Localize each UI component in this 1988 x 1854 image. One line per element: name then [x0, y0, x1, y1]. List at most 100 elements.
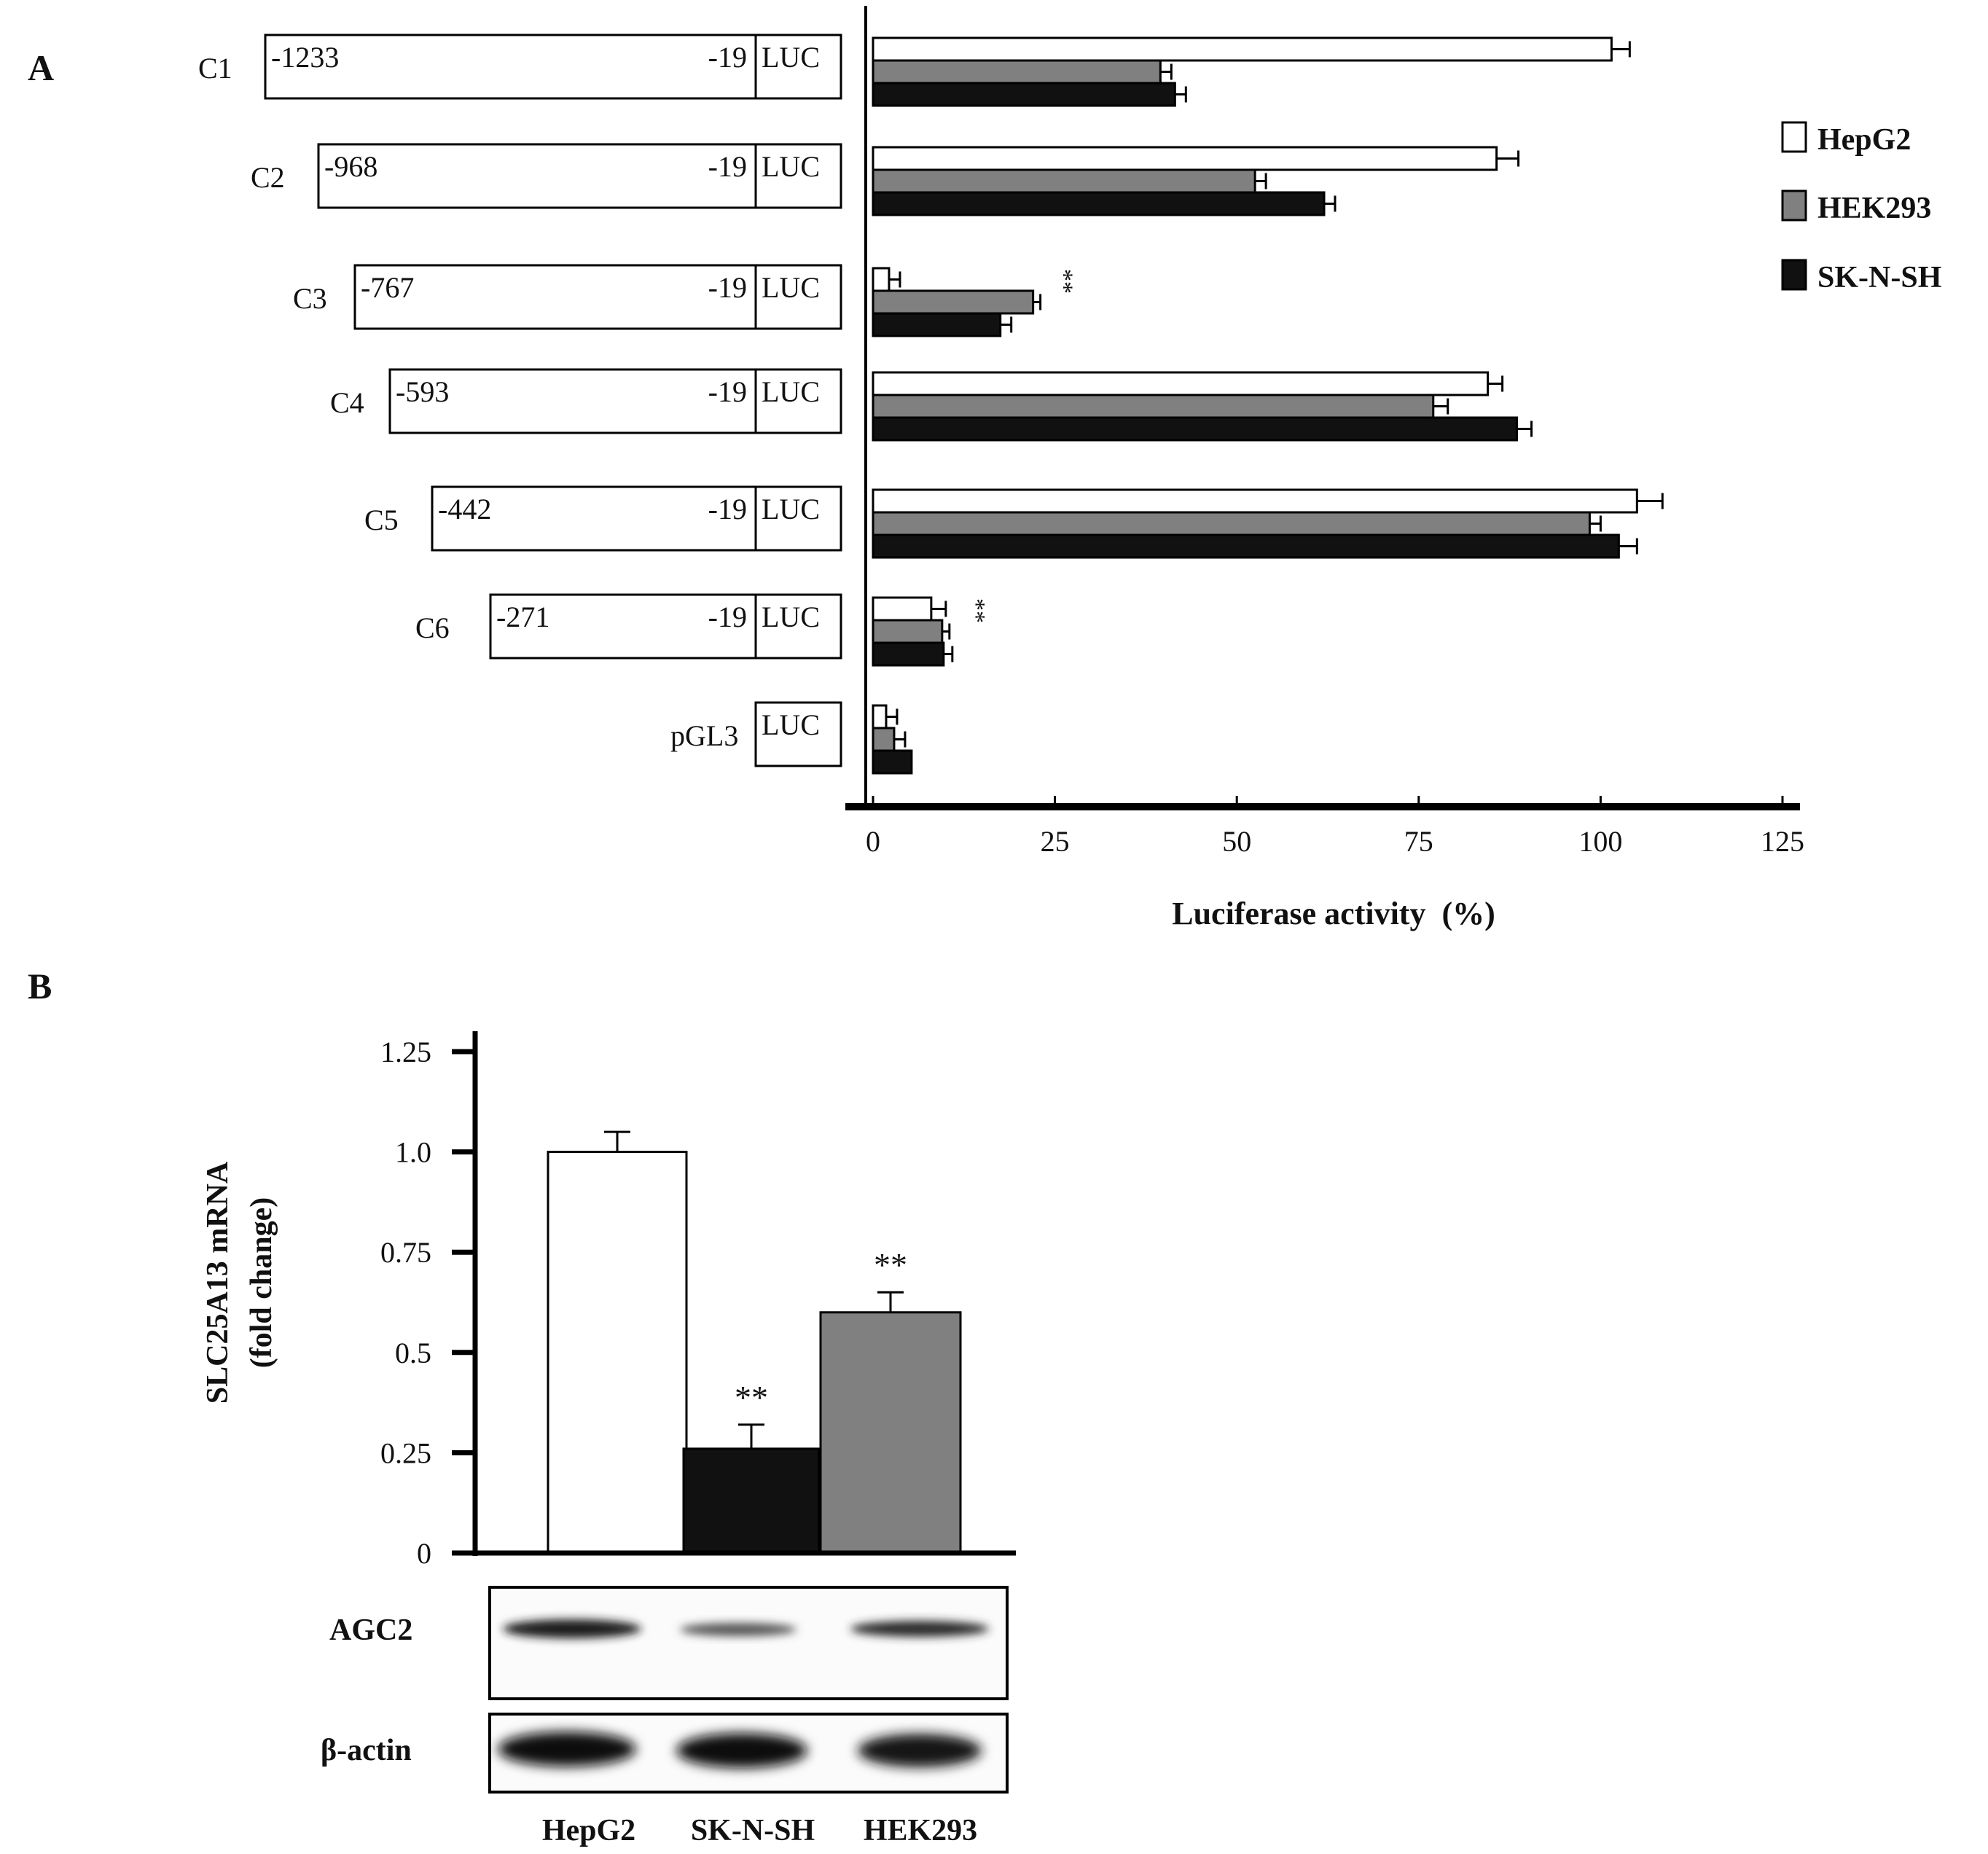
construct-start: -442	[438, 493, 491, 525]
construct-start: -767	[361, 271, 414, 304]
bar-c6-sk-n-sh	[872, 641, 945, 667]
legend-swatch-hek293	[1781, 189, 1807, 222]
bar-pgl3-hek293	[872, 727, 896, 752]
construct-start: -968	[324, 150, 377, 183]
x-tick-label: 75	[1404, 825, 1433, 858]
blot-label-agc2: AGC2	[329, 1614, 412, 1647]
luc-label: LUC	[762, 41, 820, 74]
construct-label: C4	[330, 386, 364, 419]
panel-b-label: B	[28, 966, 52, 1006]
significance-mark-hek293: **	[874, 1246, 907, 1283]
bar-c2-hepg2	[872, 146, 1498, 171]
bar-c6-hek293	[872, 619, 944, 644]
construct-label: pGL3	[670, 719, 738, 752]
x-tick-label: 100	[1578, 825, 1622, 858]
bar-c2-hek293	[872, 168, 1256, 194]
panel-a-label: A	[28, 47, 54, 88]
construct-end: -19	[708, 271, 747, 304]
luc-label: LUC	[762, 708, 820, 741]
legend-label-hepg2: HepG2	[1817, 123, 1911, 157]
x-axis-title: Luciferase activity (%)	[1172, 896, 1495, 931]
legend-label-hek293: HEK293	[1817, 192, 1931, 225]
bar-c4-hek293	[872, 394, 1435, 419]
bar-pgl3-sk-n-sh	[872, 749, 913, 775]
construct-end: -19	[708, 601, 747, 633]
construct-label: C1	[198, 52, 232, 85]
bar-pgl3-hepg2	[872, 704, 888, 730]
y-axis-title-line2: (fold change)	[245, 1197, 278, 1369]
y-tick-label: 0	[417, 1537, 431, 1570]
mrna-bars: ** **	[547, 1130, 962, 1554]
construct-start: -271	[496, 601, 549, 633]
blot-lane-hek293: HEK293	[864, 1814, 977, 1847]
y-axis-title-line1: SLC25A13 mRNA	[201, 1161, 235, 1404]
luciferase-x-axis: 0 25 50 75 100 125	[845, 6, 1804, 858]
panel-a-luciferase-chart: C1 LUC -1233 -19 C2 LUC -968 -19 C3 LUC -767 -19 C4 L…	[198, 6, 1941, 931]
construct-label: C6	[415, 611, 450, 644]
construct-start: -1233	[271, 41, 339, 74]
luc-label: LUC	[762, 601, 820, 633]
bar-c3-hek293	[872, 289, 1035, 315]
legend-swatch-sk-n-sh	[1781, 259, 1807, 291]
construct-box	[353, 264, 842, 330]
construct-c3: C3 LUC -767 -19	[293, 264, 842, 330]
legend: HepG2 HEK293 SK-N-SH	[1781, 121, 1941, 294]
construct-end: -19	[708, 375, 747, 408]
bar-c4-sk-n-sh	[872, 416, 1519, 442]
construct-c6: C6 LUC -271 -19	[415, 593, 842, 660]
construct-box	[754, 701, 842, 767]
luc-label: LUC	[762, 493, 820, 525]
agc2-band-sk-n-sh	[680, 1623, 797, 1636]
construct-box	[317, 143, 842, 209]
luc-label: LUC	[762, 375, 820, 408]
bar-c5-hepg2	[872, 488, 1638, 514]
x-tick-label: 0	[866, 825, 880, 858]
construct-end: -19	[708, 150, 747, 183]
y-tick-label: 0.75	[380, 1236, 431, 1269]
bar-hek293	[819, 1311, 962, 1554]
agc2-band-hek293	[850, 1621, 989, 1637]
actin-band-hek293	[858, 1734, 982, 1767]
luc-label: LUC	[762, 271, 820, 304]
bar-c5-sk-n-sh	[872, 533, 1620, 559]
y-tick-label: 0.25	[380, 1436, 431, 1469]
y-tick-label: 1.0	[395, 1136, 431, 1169]
construct-box	[264, 34, 842, 100]
x-tick-label: 125	[1761, 825, 1804, 858]
blot-label-beta-actin: β-actin	[321, 1734, 412, 1767]
construct-end: -19	[708, 41, 747, 74]
bar-hepg2	[547, 1151, 688, 1554]
construct-start: -593	[396, 375, 449, 408]
blot-lane-hepg2: HepG2	[542, 1814, 635, 1847]
bar-sk-n-sh	[682, 1447, 821, 1554]
construct-box	[489, 593, 842, 660]
bar-c1-hepg2	[872, 36, 1613, 62]
x-tick-label: 25	[1041, 825, 1070, 858]
significance-mark-c6: **	[963, 598, 990, 623]
actin-band-hepg2	[498, 1732, 636, 1767]
bar-c3-hepg2	[872, 267, 891, 292]
x-tick-label: 50	[1222, 825, 1251, 858]
luciferase-bars: ** **	[872, 36, 1664, 775]
bar-c1-sk-n-sh	[872, 82, 1176, 107]
construct-c5: C5 LUC -442 -19	[364, 485, 842, 552]
mrna-axes: 0 0.25 0.5 0.75 1.0 1.25	[380, 1031, 1016, 1570]
western-blot: AGC2 β-actin HepG2 SK-N-SH HEK293	[321, 1586, 1009, 1847]
legend-label-sk-n-sh: SK-N-SH	[1817, 261, 1941, 294]
bar-c3-sk-n-sh	[872, 312, 1002, 337]
panel-b-mrna-chart: SLC25A13 mRNA (fold change) ** ** 0 0.25 0.…	[201, 1031, 1016, 1570]
construct-label: C2	[251, 161, 285, 194]
actin-band-sk-n-sh	[676, 1733, 807, 1768]
luc-label: LUC	[762, 150, 820, 183]
construct-c1: C1 LUC -1233 -19	[198, 34, 842, 100]
construct-pgl3: pGL3 LUC	[670, 701, 842, 767]
bar-c4-hepg2	[872, 371, 1490, 396]
agc2-band-hepg2	[503, 1619, 641, 1638]
construct-label: C5	[364, 504, 399, 536]
blot-lane-sk-n-sh: SK-N-SH	[691, 1814, 815, 1847]
bar-c1-hek293	[872, 59, 1162, 85]
bar-c2-sk-n-sh	[872, 191, 1326, 216]
construct-c2: C2 LUC -968 -19	[251, 143, 842, 209]
significance-mark-c3: **	[1051, 269, 1078, 294]
